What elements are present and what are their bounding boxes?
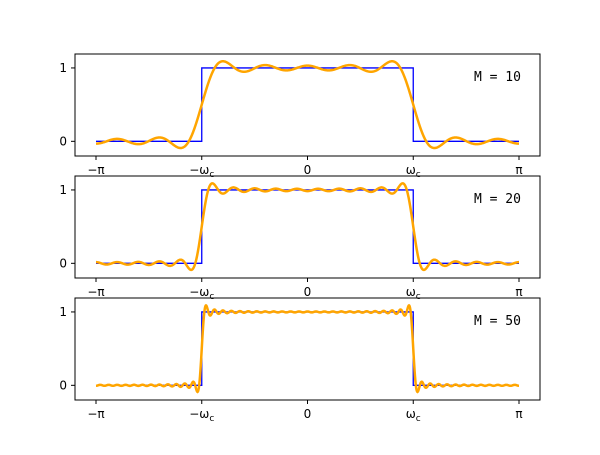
x-tick-label: ωc xyxy=(406,285,421,302)
ideal-filter-line xyxy=(96,67,519,142)
x-tick-label: −π xyxy=(87,285,104,299)
x-tick-label: −ωc xyxy=(189,163,214,180)
x-tick-label: 0 xyxy=(304,407,312,421)
x-tick-label: 0 xyxy=(304,163,312,177)
x-tick-label: ωc xyxy=(406,407,421,424)
x-tick-label: 0 xyxy=(304,285,312,299)
ideal-filter-line xyxy=(96,189,519,264)
y-tick-label: 1 xyxy=(59,61,67,75)
subplot-2: 0 1 −π −ωc 0 ωc π M = 20 xyxy=(59,175,541,302)
x-tick-label: π xyxy=(515,407,522,421)
subplot-3: 0 1 −π −ωc 0 ωc π M = 50 xyxy=(59,297,541,424)
subplot-1: 0 1 −π −ωc 0 ωc π M = 10 xyxy=(59,53,541,180)
x-tick-label: −π xyxy=(87,163,104,177)
y-tick-label: 1 xyxy=(59,183,67,197)
x-tick-label: −ωc xyxy=(189,285,214,302)
x-tick-label: −ωc xyxy=(189,407,214,424)
y-tick-label: 1 xyxy=(59,305,67,319)
x-tick-label: −π xyxy=(87,407,104,421)
approximation-line xyxy=(95,59,520,150)
x-tick-label: ωc xyxy=(406,163,421,180)
y-tick-label: 0 xyxy=(59,256,67,270)
approximation-line xyxy=(95,303,520,394)
m-annotation: M = 50 xyxy=(474,314,521,329)
ideal-filter-line xyxy=(96,311,519,386)
y-tick-label: 0 xyxy=(59,378,67,392)
y-tick-label: 0 xyxy=(59,134,67,148)
x-tick-label: π xyxy=(515,285,522,299)
m-annotation: M = 20 xyxy=(474,192,521,207)
approximation-line xyxy=(95,182,520,272)
m-annotation: M = 10 xyxy=(474,70,521,85)
x-tick-label: π xyxy=(515,163,522,177)
